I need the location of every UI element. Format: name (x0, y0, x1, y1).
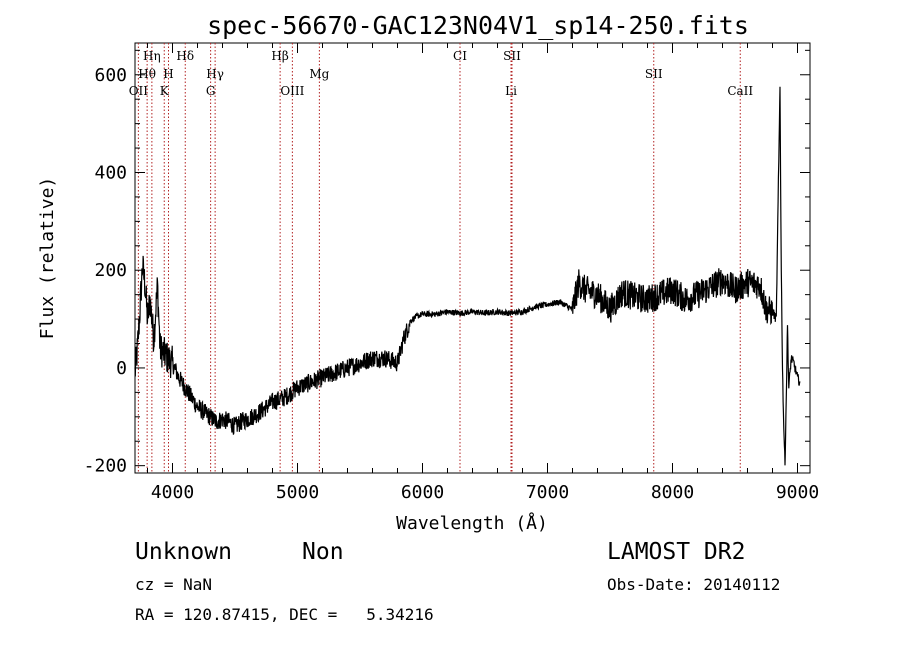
spectral-line-label: Hθ (138, 67, 156, 81)
spectral-line-label: K (160, 84, 170, 98)
chart-title: spec-56670-GAC123N04V1_sp14-250.fits (207, 11, 749, 40)
spectral-line-label: Hδ (176, 49, 194, 63)
spectral-line-label: OII (129, 84, 149, 98)
y-tick-label: 0 (116, 358, 127, 379)
spectral-line-label: G (206, 84, 216, 98)
y-axis: -200 0 200 400 600 (84, 49, 810, 477)
spectral-line-label: Hη (143, 49, 161, 63)
y-axis-label: Flux (relative) (37, 177, 58, 340)
y-tick-label: 400 (94, 162, 127, 183)
coordinates-text: RA = 120.87415, DEC = 5.34216 (135, 605, 434, 624)
y-tick-label: 200 (94, 260, 127, 281)
redshift-text: cz = NaN (135, 575, 213, 594)
spectral-line-markers: Hη Hθ OII HK Hδ Hγ G Hβ OIII Mg CI SII Li SII CaII (129, 43, 753, 473)
x-tick-label: 5000 (276, 482, 319, 503)
x-tick-label: 8000 (651, 482, 694, 503)
spectrum-line (134, 86, 801, 466)
x-tick-label: 9000 (776, 482, 819, 503)
x-tick-label: 4000 (151, 482, 194, 503)
x-axis: 4000 5000 6000 7000 8000 9000 (147, 43, 819, 503)
spectral-line-label: SII (503, 49, 521, 63)
spectral-line-label: OIII (280, 84, 304, 98)
spectral-line-label: SII (645, 67, 663, 81)
obs-date-text: Obs-Date: 20140112 (607, 575, 781, 594)
x-axis-label: Wavelength (Å) (396, 512, 548, 534)
spectral-line-label: CaII (727, 84, 753, 98)
spectral-line-label: Hγ (206, 67, 224, 81)
classification-text: Unknown (135, 539, 232, 565)
x-tick-label: 6000 (401, 482, 444, 503)
plot-frame (134, 42, 811, 474)
subclass-text: Non (302, 539, 344, 565)
spectral-line-label: Hβ (271, 49, 288, 63)
spectral-line-label: Mg (309, 67, 329, 81)
y-tick-label: 600 (94, 65, 127, 86)
y-tick-label: -200 (84, 456, 127, 477)
spectral-line-label: CI (453, 49, 467, 63)
spectral-line-label: H (163, 67, 173, 81)
spectral-line-label: Li (505, 84, 517, 98)
x-tick-label: 7000 (526, 482, 569, 503)
survey-text: LAMOST DR2 (607, 539, 746, 565)
